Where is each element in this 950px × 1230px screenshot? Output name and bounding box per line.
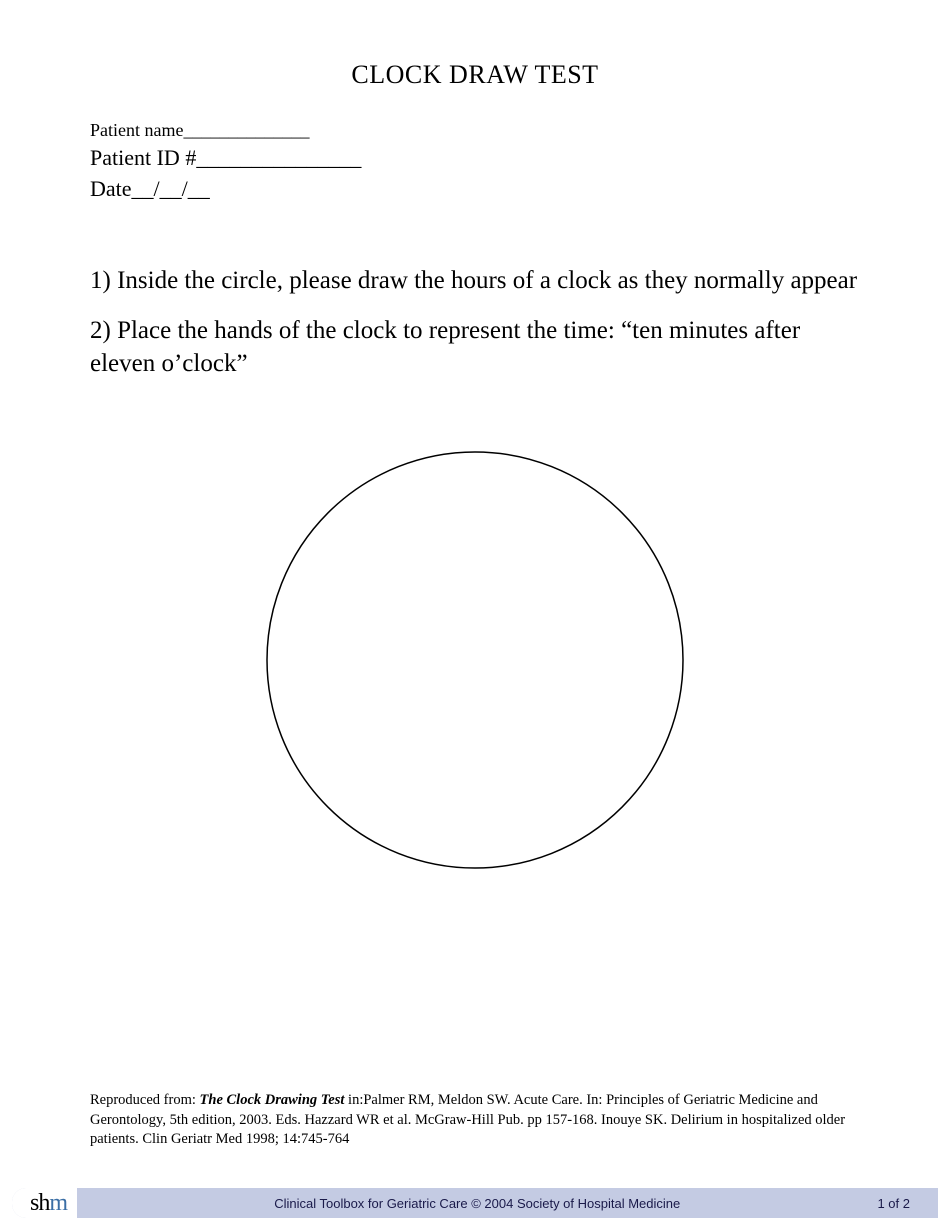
clock-circle (265, 450, 685, 870)
patient-name-field: Patient name______________ (90, 118, 860, 143)
patient-info-block: Patient name______________ Patient ID #_… (90, 118, 860, 205)
page-indicator: 1 of 2 (877, 1196, 938, 1211)
logo-text-sh: sh (30, 1190, 49, 1217)
clock-circle-container (90, 450, 860, 875)
date-field: Date__/__/__ (90, 174, 860, 205)
footer-bar: shm Clinical Toolbox for Geriatric Care … (12, 1188, 938, 1218)
citation-text: Reproduced from: The Clock Drawing Test … (90, 1091, 860, 1150)
citation-prefix: Reproduced from: (90, 1092, 200, 1108)
instruction-2: 2) Place the hands of the clock to repre… (90, 315, 860, 380)
document-title: CLOCK DRAW TEST (90, 60, 860, 90)
logo-text-m: m (49, 1190, 67, 1217)
citation-title: The Clock Drawing Test (200, 1092, 345, 1108)
footer-copyright: Clinical Toolbox for Geriatric Care © 20… (77, 1196, 877, 1211)
patient-id-field: Patient ID #_______________ (90, 143, 860, 174)
shm-logo: shm (12, 1188, 77, 1218)
instructions-block: 1) Inside the circle, please draw the ho… (90, 265, 860, 381)
instruction-1: 1) Inside the circle, please draw the ho… (90, 265, 860, 298)
